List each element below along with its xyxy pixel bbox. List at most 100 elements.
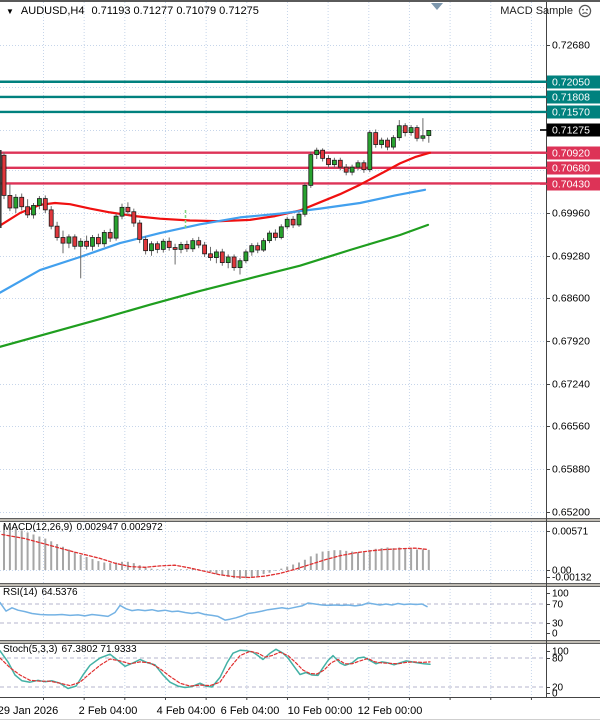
chart-shift-icon[interactable] xyxy=(431,3,443,10)
macd-axis-label: 0.00571 xyxy=(552,527,589,538)
candle-body xyxy=(84,240,89,247)
candle-body xyxy=(19,196,25,208)
candle-body xyxy=(284,218,290,228)
stoch-k-line xyxy=(0,648,431,690)
candle-body xyxy=(426,130,432,136)
candle-body xyxy=(178,243,184,250)
candle-body xyxy=(267,232,272,242)
rsi-axis-label: 30 xyxy=(552,619,564,630)
panel-divider[interactable] xyxy=(0,586,600,587)
candle-body xyxy=(331,159,337,166)
rsi-axis-label: 0 xyxy=(552,629,558,640)
macd-indicator-label: MACD(12,26,9) 0.002947 0.002972 xyxy=(3,522,167,533)
panel-divider[interactable] xyxy=(0,584,600,586)
candle-body xyxy=(208,253,213,258)
candle-body xyxy=(225,256,231,264)
macd-signal-line xyxy=(1,533,429,579)
price-badge-label: 0.70680 xyxy=(552,163,590,175)
time-axis-label: 4 Feb 04:00 xyxy=(157,705,216,717)
price-badge-label: 0.72050 xyxy=(552,77,590,89)
candle-body xyxy=(1,154,7,196)
panel-divider[interactable] xyxy=(0,518,600,519)
candle-body xyxy=(25,206,31,216)
candle-body xyxy=(160,240,166,250)
candle-body xyxy=(66,236,72,244)
chart-title-overlay: ▼ AUDUSD,H4 0.71193 0.71277 0.71079 0.71… xyxy=(6,5,259,17)
price-badge-label: 0.70920 xyxy=(552,148,590,160)
candle-body xyxy=(414,127,420,139)
candle-body xyxy=(184,243,190,250)
price-badge-label: 0.71808 xyxy=(552,92,590,104)
candle-body xyxy=(302,184,308,215)
candle-body xyxy=(190,240,196,250)
candle-body xyxy=(78,240,84,247)
expert-name: MACD Sample xyxy=(500,5,573,17)
price-badge-current xyxy=(547,123,600,137)
candle-body xyxy=(420,135,426,139)
candle-body xyxy=(396,125,402,139)
panel-divider[interactable] xyxy=(0,641,600,643)
candle-body xyxy=(166,240,172,248)
candle-body xyxy=(101,232,107,245)
panel-divider[interactable] xyxy=(0,643,600,644)
candle-body xyxy=(196,240,202,246)
candle-body xyxy=(255,245,261,251)
candle-body xyxy=(213,251,219,258)
candle-body xyxy=(37,198,42,206)
price-axis-label: 0.65880 xyxy=(552,464,590,476)
price-badge-label: 0.71275 xyxy=(552,125,590,137)
panel-divider[interactable] xyxy=(0,521,600,522)
candle-body xyxy=(202,244,208,255)
candle-body xyxy=(7,195,13,209)
expert-smiley-icon[interactable] xyxy=(578,4,592,18)
window-top-border xyxy=(0,0,600,2)
candle-body xyxy=(31,205,36,216)
stoch-axis-label: 100 xyxy=(552,647,569,658)
panel-divider[interactable] xyxy=(0,519,600,521)
price-axis-label: 0.68600 xyxy=(552,293,590,305)
candle-body xyxy=(42,198,48,211)
price-badge-label: 0.70430 xyxy=(552,179,590,191)
candle-body xyxy=(320,149,326,159)
ma-mid-blue xyxy=(0,188,427,294)
candle-body xyxy=(272,232,278,238)
price-badge-teal xyxy=(547,105,600,119)
expert-advisor-label: MACD Sample xyxy=(500,4,592,18)
stoch-axis-label: 20 xyxy=(552,683,564,694)
price-badge-teal xyxy=(547,75,600,89)
candle-body xyxy=(367,132,373,171)
price-axis-label: 0.69280 xyxy=(552,251,590,263)
rsi-axis-label: 70 xyxy=(552,600,564,611)
price-badge-label: 0.71570 xyxy=(552,107,590,119)
candle-body xyxy=(355,162,361,168)
candle-body xyxy=(402,125,408,134)
stoch-d-line xyxy=(0,650,431,687)
candle-body xyxy=(107,232,113,239)
symbol-dropdown-icon[interactable]: ▼ xyxy=(6,6,14,16)
candle-body xyxy=(219,251,225,264)
candle-body xyxy=(96,237,101,245)
stoch-axis-label: 80 xyxy=(552,654,564,665)
candle-body xyxy=(131,211,137,224)
rsi-indicator-label: RSI(14) 64.5376 xyxy=(3,587,82,598)
candle-body xyxy=(113,215,119,239)
candle-body xyxy=(137,222,143,240)
candle-body xyxy=(349,166,355,173)
candle-body xyxy=(90,237,95,247)
symbol-timeframe-label: AUDUSD,H4 xyxy=(20,5,85,17)
candle-body xyxy=(54,225,60,238)
price-axis-label: 0.72680 xyxy=(552,40,590,52)
price-axis-label: 0.69960 xyxy=(552,208,590,220)
panel-divider[interactable] xyxy=(0,583,600,584)
candle-body xyxy=(379,139,385,145)
stoch-values: 67.3802 71.9333 xyxy=(61,644,137,655)
candle-body xyxy=(326,157,331,166)
panel-divider[interactable] xyxy=(0,640,600,641)
stoch-axis-label: 0 xyxy=(552,689,558,700)
candle-body xyxy=(48,209,54,227)
price-axis-label: 0.65200 xyxy=(552,507,590,519)
price-badge-crimson xyxy=(547,161,600,175)
candle-body xyxy=(373,132,379,145)
